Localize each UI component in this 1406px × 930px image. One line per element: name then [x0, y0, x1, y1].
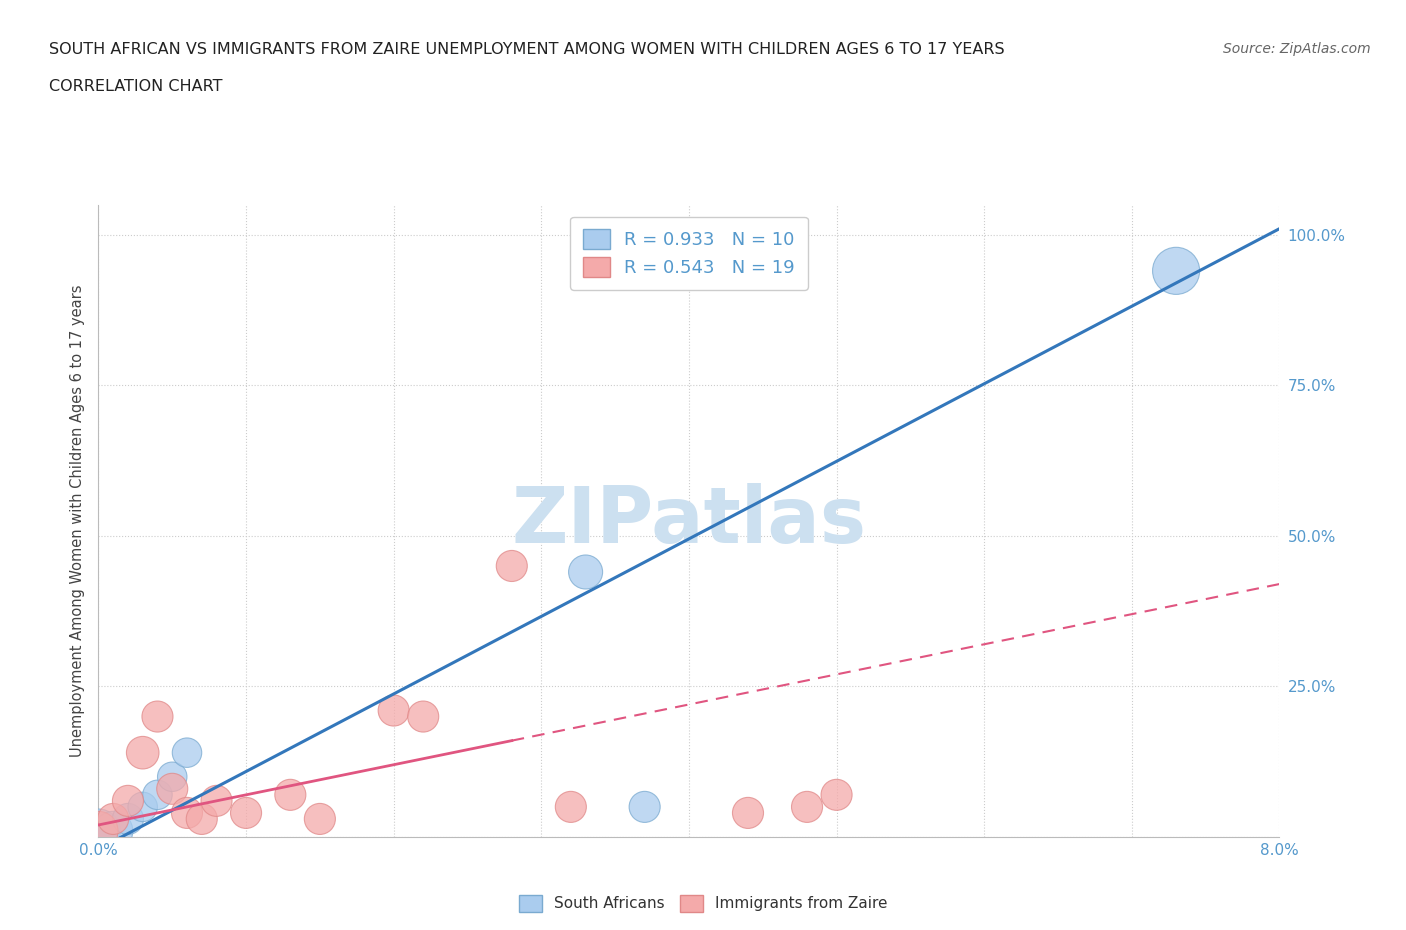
Point — [176, 805, 198, 820]
Point — [825, 788, 848, 803]
Point — [176, 745, 198, 760]
Point — [103, 812, 125, 827]
Point — [146, 788, 169, 803]
Text: SOUTH AFRICAN VS IMMIGRANTS FROM ZAIRE UNEMPLOYMENT AMONG WOMEN WITH CHILDREN AG: SOUTH AFRICAN VS IMMIGRANTS FROM ZAIRE U… — [49, 42, 1005, 57]
Point — [87, 824, 110, 839]
Point — [132, 745, 155, 760]
Point — [574, 565, 596, 579]
Point — [308, 812, 332, 827]
Point — [382, 703, 405, 718]
Point — [191, 812, 214, 827]
Point — [737, 805, 759, 820]
Point — [235, 805, 257, 820]
Point — [633, 800, 655, 815]
Point — [796, 800, 818, 815]
Point — [117, 812, 139, 827]
Legend: R = 0.933   N = 10, R = 0.543   N = 19: R = 0.933 N = 10, R = 0.543 N = 19 — [571, 217, 807, 290]
Point — [132, 800, 155, 815]
Point — [87, 824, 110, 839]
Point — [117, 793, 139, 808]
Point — [162, 781, 183, 796]
Point — [1164, 263, 1187, 278]
Text: CORRELATION CHART: CORRELATION CHART — [49, 79, 222, 94]
Y-axis label: Unemployment Among Women with Children Ages 6 to 17 years: Unemployment Among Women with Children A… — [69, 285, 84, 757]
Point — [560, 800, 582, 815]
Point — [501, 559, 523, 574]
Text: ZIPatlas: ZIPatlas — [512, 483, 866, 559]
Point — [278, 788, 302, 803]
Point — [205, 793, 228, 808]
Point — [162, 769, 183, 784]
Point — [412, 709, 434, 724]
Point — [103, 824, 125, 839]
Text: Source: ZipAtlas.com: Source: ZipAtlas.com — [1223, 42, 1371, 56]
Point — [146, 709, 169, 724]
Legend: South Africans, Immigrants from Zaire: South Africans, Immigrants from Zaire — [513, 889, 893, 918]
